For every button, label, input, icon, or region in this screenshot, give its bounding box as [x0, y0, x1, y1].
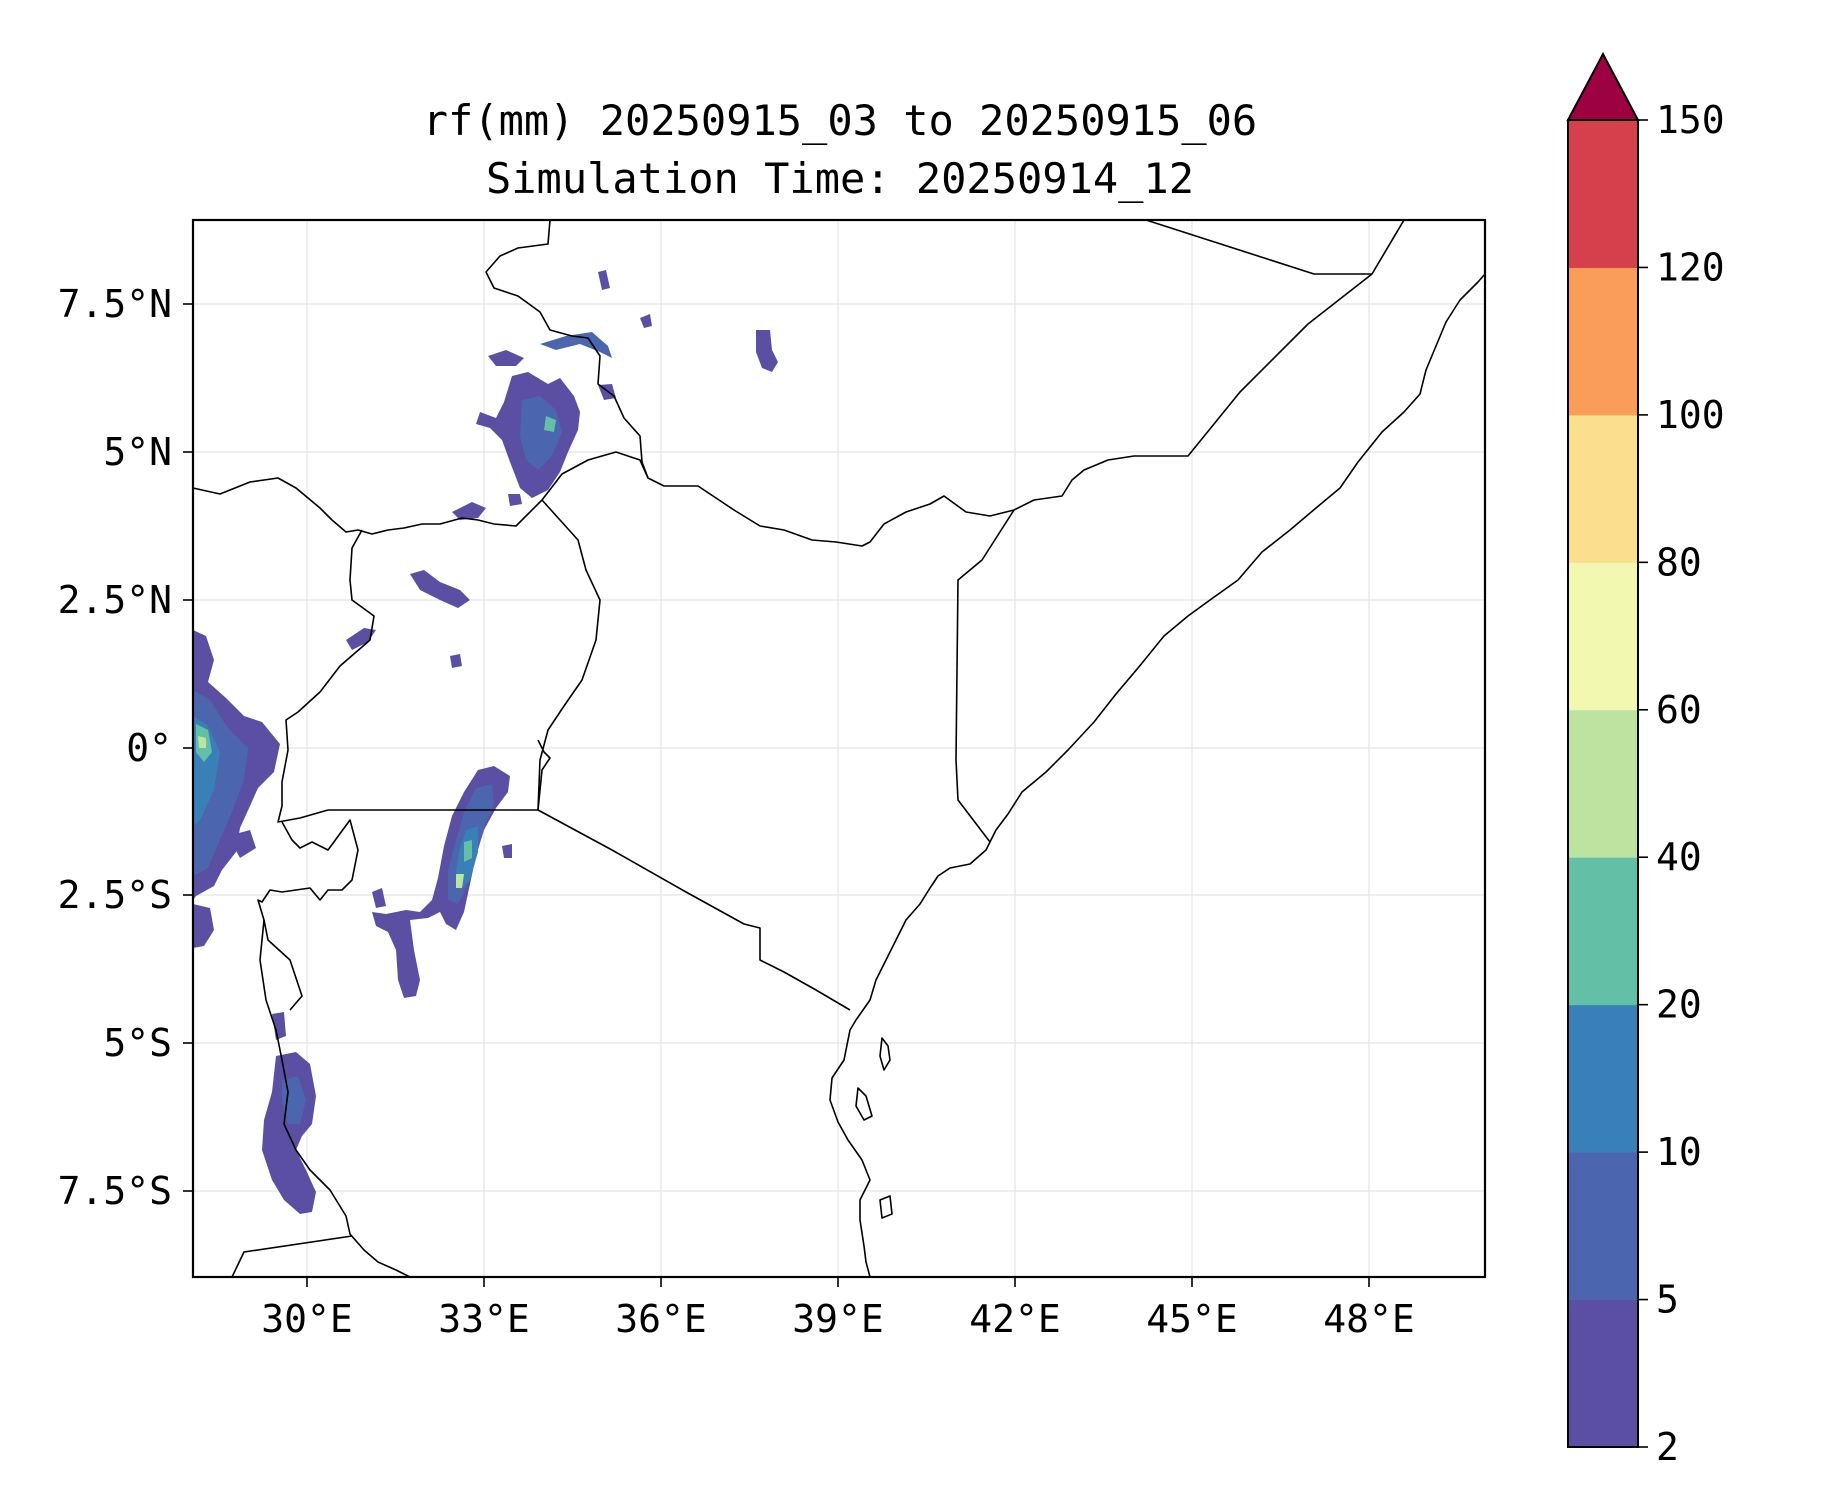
x-tick-label: 48°E	[1323, 1297, 1415, 1341]
y-axis	[183, 303, 193, 1192]
lake-victoria-shore	[537, 739, 551, 811]
borders	[192, 219, 1486, 1278]
rain-patch-north-6	[756, 330, 778, 372]
rain-patch-congo-peak-2	[198, 736, 206, 748]
rain-patch-uganda	[410, 570, 470, 608]
x-tick-label: 30°E	[261, 1297, 353, 1341]
x-tick-label: 42°E	[969, 1297, 1061, 1341]
colorbar-segment	[1568, 857, 1638, 1006]
coastline-east-africa	[829, 273, 1486, 1278]
colorbar-segment	[1568, 1299, 1638, 1448]
y-tick-label: 5°S	[103, 1021, 172, 1065]
colorbar-tick-label: 100	[1656, 393, 1725, 437]
colorbar-segment	[1568, 1152, 1638, 1301]
border-uganda-congo	[277, 529, 375, 823]
rain-patch-north-peak	[544, 416, 556, 432]
colorbar-segment	[1568, 562, 1638, 711]
rain-patch-congo-3	[228, 830, 256, 858]
border-ethiopia-kenya	[541, 451, 1015, 547]
x-tick-label: 36°E	[615, 1297, 707, 1341]
rain-patch-north-7	[452, 502, 486, 520]
colorbar-tick-label: 60	[1656, 688, 1702, 732]
rain-patch-north-3	[540, 332, 612, 358]
colorbar-segment	[1568, 1004, 1638, 1153]
border-kenya-tanzania	[537, 809, 851, 1011]
rain-patch-victoria-2	[372, 888, 386, 908]
colorbar-extend-arrow	[1566, 51, 1640, 121]
x-axis	[306, 1277, 1370, 1287]
colorbar-tick-label: 10	[1656, 1130, 1702, 1174]
rain-patch-north-5	[598, 270, 610, 290]
colorbar-tick-label: 150	[1656, 98, 1725, 142]
colorbar-tick-label: 2	[1656, 1425, 1679, 1469]
border-lake-tanganyika	[259, 919, 411, 1278]
y-tick-label: 2.5°S	[58, 873, 172, 917]
rain-patch-north-core	[520, 396, 562, 470]
y-tick-label: 5°N	[103, 430, 172, 474]
colorbar-tick-label: 80	[1656, 540, 1702, 584]
colorbar-segment	[1568, 267, 1638, 416]
island-south	[879, 1195, 893, 1219]
x-tick-label: 39°E	[792, 1297, 884, 1341]
border-uganda-kenya	[537, 499, 601, 811]
colorbar-segment	[1568, 120, 1638, 268]
rain-patch-victoria-3	[502, 844, 512, 858]
island-zanzibar	[879, 1037, 891, 1071]
border-tanzania-mozambique	[231, 1235, 353, 1278]
rain-patch-uganda-3	[450, 654, 462, 668]
x-tick-label: 33°E	[438, 1297, 530, 1341]
island-mafia	[855, 1087, 873, 1121]
border-rwanda-burundi	[257, 819, 359, 1011]
colorbar-segment	[1568, 709, 1638, 858]
colorbar-tick-label: 5	[1656, 1278, 1679, 1322]
chart-title: rf(mm) 20250915_03 to 20250915_06 Simula…	[190, 92, 1490, 208]
rain-patch-north-2	[488, 350, 524, 366]
y-tick-label: 0°	[126, 726, 172, 770]
title-line-2: Simulation Time: 20250914_12	[485, 154, 1194, 203]
y-tick-label: 7.5°S	[58, 1169, 172, 1213]
rain-patch-victoria-peak	[464, 840, 472, 862]
rain-patch-uganda-2	[346, 628, 376, 650]
colorbar-tick-label: 20	[1656, 983, 1702, 1027]
x-tick-label: 45°E	[1146, 1297, 1238, 1341]
border-ss-uganda	[192, 477, 543, 535]
rainfall-field	[193, 270, 778, 1214]
border-sudan-ethiopia	[485, 219, 649, 479]
colorbar-tick-label: 120	[1656, 245, 1725, 289]
rain-patch-north-8	[508, 494, 522, 506]
y-tick-label: 2.5°N	[58, 578, 172, 622]
colorbar-outline	[1567, 119, 1639, 1448]
rain-patch-north-9	[640, 314, 652, 328]
gridlines	[193, 220, 1485, 1277]
border-kenya-somalia	[955, 509, 1015, 843]
border-djibouti	[1145, 219, 1372, 275]
rain-patch-tanzania-sw-2	[272, 1012, 286, 1040]
border-ethiopia-somalia	[1013, 219, 1405, 511]
title-line-1: rf(mm) 20250915_03 to 20250915_06	[422, 96, 1258, 145]
colorbar-segment	[1568, 414, 1638, 563]
rain-patch-congo-2	[193, 904, 214, 948]
rain-patch-victoria-peak-2	[456, 874, 464, 888]
colorbar: 2 5 10 20 40 60 80 100 120 150	[1566, 51, 1725, 1469]
colorbar-tick-label: 40	[1656, 835, 1702, 879]
y-tick-label: 7.5°N	[58, 282, 172, 326]
